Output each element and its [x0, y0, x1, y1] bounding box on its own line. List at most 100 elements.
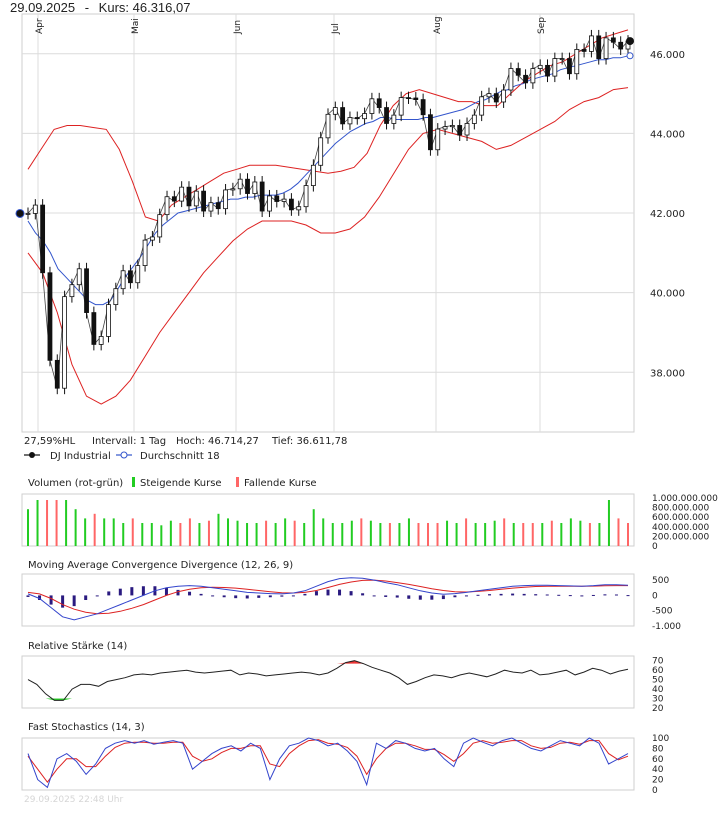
month-label: Sep	[537, 17, 547, 34]
volume-bar	[150, 523, 153, 546]
volume-bar	[522, 523, 525, 546]
volume-bar	[160, 525, 163, 546]
price-frame	[21, 13, 635, 433]
price-tick-label: 42.000	[650, 209, 685, 220]
volume-tick-label: 400.000.000	[652, 523, 710, 533]
volume-bar	[217, 513, 220, 546]
candle-body	[120, 270, 126, 290]
stoch-k-line	[27, 737, 629, 789]
volume-tick-label: 600.000.000	[652, 513, 710, 523]
macd-histogram-bar	[107, 591, 111, 596]
volume-bar	[417, 523, 420, 546]
macd-histogram-bar	[141, 586, 145, 596]
rsi-tick-label: 50	[652, 676, 664, 686]
macd-histogram-bar	[326, 589, 330, 596]
candle-body	[164, 196, 170, 216]
volume-bar	[331, 523, 334, 546]
volume-bar	[503, 518, 506, 546]
macd-histogram-bar	[61, 595, 65, 608]
volume-bar	[27, 509, 29, 546]
candle-body	[318, 137, 324, 166]
macd-histogram-bar	[511, 593, 515, 596]
volume-bar	[407, 518, 410, 546]
info-row: 27,59%HL Intervall: 1 Tag Hoch: 46.714,2…	[24, 436, 347, 462]
macd-histogram-bar	[499, 593, 503, 596]
macd-histogram-bar	[211, 595, 215, 597]
candle-body	[457, 125, 463, 136]
candle-body	[32, 204, 38, 214]
candle-body	[142, 239, 148, 266]
macd-histogram-bar	[614, 594, 618, 596]
macd-histogram-bar	[395, 595, 399, 598]
candle-body	[128, 270, 133, 284]
candle-body	[25, 213, 31, 215]
legend-series1-label: DJ Industrial	[50, 451, 111, 462]
candle-body	[486, 93, 492, 98]
price-tick-label: 44.000	[650, 129, 685, 140]
candle-body	[479, 96, 485, 116]
candle-body	[552, 58, 558, 77]
rsi-tick-label: 40	[652, 685, 664, 695]
candle-body	[215, 202, 221, 210]
volume-bar	[341, 523, 344, 546]
macd-histogram-bar	[164, 587, 168, 596]
stoch-tick-label: 40	[652, 765, 664, 775]
candle-body	[325, 113, 331, 139]
legend-falling-swatch	[236, 477, 239, 487]
candle-body	[618, 41, 624, 50]
candle-body	[501, 89, 507, 103]
volume-bar	[560, 523, 563, 546]
macd-histogram-bar	[188, 591, 192, 596]
candle-body	[493, 93, 499, 103]
macd-panel: Moving Average Convergence Divergence (1…	[21, 560, 681, 632]
legend-series1: DJ Industrial	[24, 451, 111, 462]
macd-histogram-bar	[545, 594, 549, 596]
last-average-marker	[626, 52, 634, 60]
volume-bar	[274, 523, 277, 546]
volume-bar	[112, 518, 115, 546]
volume-tick-label: 1.000.000.000	[652, 494, 718, 504]
macd-histogram-bar	[430, 595, 434, 600]
legend-rising-label: Steigende Kurse	[140, 478, 222, 489]
candle-body	[84, 268, 89, 313]
macd-histogram-bar	[199, 593, 203, 596]
volume-bar	[55, 500, 58, 546]
candle-body	[281, 198, 287, 202]
candle-body	[274, 195, 280, 202]
stoch-tick-label: 20	[652, 776, 664, 786]
candle-body	[362, 113, 367, 120]
macd-histogram-bar	[476, 594, 480, 596]
volume-bar	[103, 518, 106, 546]
price-tick-label: 40.000	[650, 289, 685, 300]
volume-bar	[465, 518, 468, 546]
candle-body	[47, 272, 53, 361]
macd-histogram-bar	[591, 594, 595, 596]
candle-body	[303, 185, 309, 208]
volume-bar	[141, 523, 144, 546]
macd-histogram-bar	[95, 595, 99, 597]
bollinger-lower-line	[27, 87, 629, 405]
volume-bar	[236, 520, 239, 546]
candle-body	[230, 188, 236, 191]
candle-body	[69, 284, 75, 298]
macd-histogram-bar	[118, 588, 122, 596]
macd-line	[27, 577, 629, 621]
volume-bar	[227, 518, 229, 546]
candle-body	[171, 196, 177, 202]
macd-histogram-bar	[407, 595, 411, 599]
month-label: Apr	[35, 18, 45, 34]
macd-histogram-bar	[372, 595, 376, 597]
candle-body	[186, 186, 192, 207]
candle-body	[449, 125, 455, 128]
volume-bar	[436, 523, 439, 546]
volume-bar	[322, 518, 325, 546]
stoch-tick-label: 0	[652, 786, 658, 796]
macd-histogram-bar	[580, 595, 584, 597]
rsi-tick-label: 30	[652, 695, 664, 705]
volume-bar	[398, 523, 401, 546]
candle-body	[252, 181, 258, 194]
macd-histogram-bar	[338, 589, 342, 596]
macd-tick-label: -500	[652, 607, 673, 617]
volume-bar	[265, 520, 268, 546]
